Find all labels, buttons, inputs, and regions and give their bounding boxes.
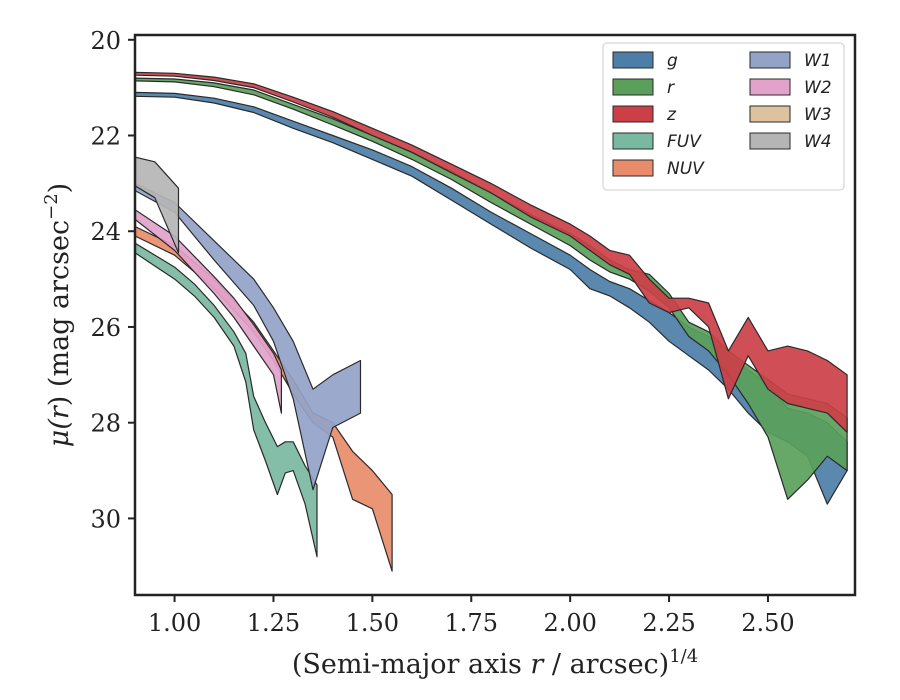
band-fuv bbox=[135, 242, 318, 558]
x-tick-label: 2.25 bbox=[642, 609, 695, 637]
legend-swatch bbox=[612, 132, 654, 150]
y-tick-label: 20 bbox=[90, 27, 121, 55]
band-z bbox=[135, 71, 848, 433]
band-w4 bbox=[135, 156, 180, 254]
y-axis-label: μ(r) (mag arcsec−2) bbox=[41, 183, 75, 447]
x-axis-label: (Semi-major axis r / arcsec)1/4 bbox=[292, 646, 698, 680]
x-tick-label: 1.25 bbox=[247, 609, 300, 637]
legend-label: r bbox=[667, 78, 675, 98]
legend-item-r: r bbox=[612, 78, 675, 98]
legend-swatch bbox=[612, 105, 654, 123]
x-tick-label: 1.00 bbox=[148, 609, 201, 637]
legend-item-w2: W2 bbox=[749, 78, 832, 98]
y-axis-ticks: 20 22 24 26 28 30 bbox=[90, 27, 135, 533]
legend-swatch bbox=[612, 159, 654, 177]
legend-label: g bbox=[667, 51, 678, 71]
legend-item-w4: W4 bbox=[749, 132, 832, 152]
legend-label: FUV bbox=[667, 132, 702, 152]
y-tick-label: 28 bbox=[90, 410, 121, 438]
legend-item-g: g bbox=[612, 51, 678, 71]
legend-swatch bbox=[749, 105, 791, 123]
axis-labels: (Semi-major axis r / arcsec)1/4 μ(r) (mag… bbox=[41, 183, 698, 680]
x-tick-label: 1.50 bbox=[346, 609, 399, 637]
legend-label: z bbox=[666, 105, 677, 125]
legend-item-w3: W3 bbox=[749, 105, 832, 125]
legend-swatch bbox=[749, 51, 791, 69]
plot-frame bbox=[133, 33, 857, 597]
band-w1 bbox=[135, 182, 362, 491]
legend-label: W4 bbox=[804, 132, 832, 152]
y-tick-label: 30 bbox=[90, 505, 121, 533]
x-tick-label: 2.50 bbox=[741, 609, 794, 637]
x-tick-label: 2.00 bbox=[543, 609, 596, 637]
legend-swatch bbox=[749, 78, 791, 96]
y-tick-label: 26 bbox=[90, 314, 121, 342]
x-axis-ticks: 1.00 1.25 1.50 1.75 2.00 2.25 2.50 bbox=[148, 595, 795, 637]
legend-item-nuv: NUV bbox=[612, 159, 705, 179]
series-bands bbox=[135, 71, 848, 572]
legend-label: W2 bbox=[804, 78, 832, 98]
legend-label: W3 bbox=[804, 105, 832, 125]
legend-swatch bbox=[612, 78, 654, 96]
legend-label: W1 bbox=[804, 51, 832, 71]
legend: grz FUV NUV W1 W2 W3 W4 bbox=[602, 42, 845, 191]
legend-item-fuv: FUV bbox=[612, 132, 702, 152]
x-tick-label: 1.75 bbox=[445, 609, 498, 637]
y-tick-label: 22 bbox=[90, 123, 121, 151]
legend-label: NUV bbox=[667, 159, 705, 179]
legend-item-z: z bbox=[612, 105, 677, 125]
band-w2 bbox=[135, 209, 282, 414]
legend-swatch bbox=[612, 51, 654, 69]
legend-swatch bbox=[749, 132, 791, 150]
legend-item-w1: W1 bbox=[749, 51, 832, 71]
y-tick-label: 24 bbox=[90, 218, 121, 246]
